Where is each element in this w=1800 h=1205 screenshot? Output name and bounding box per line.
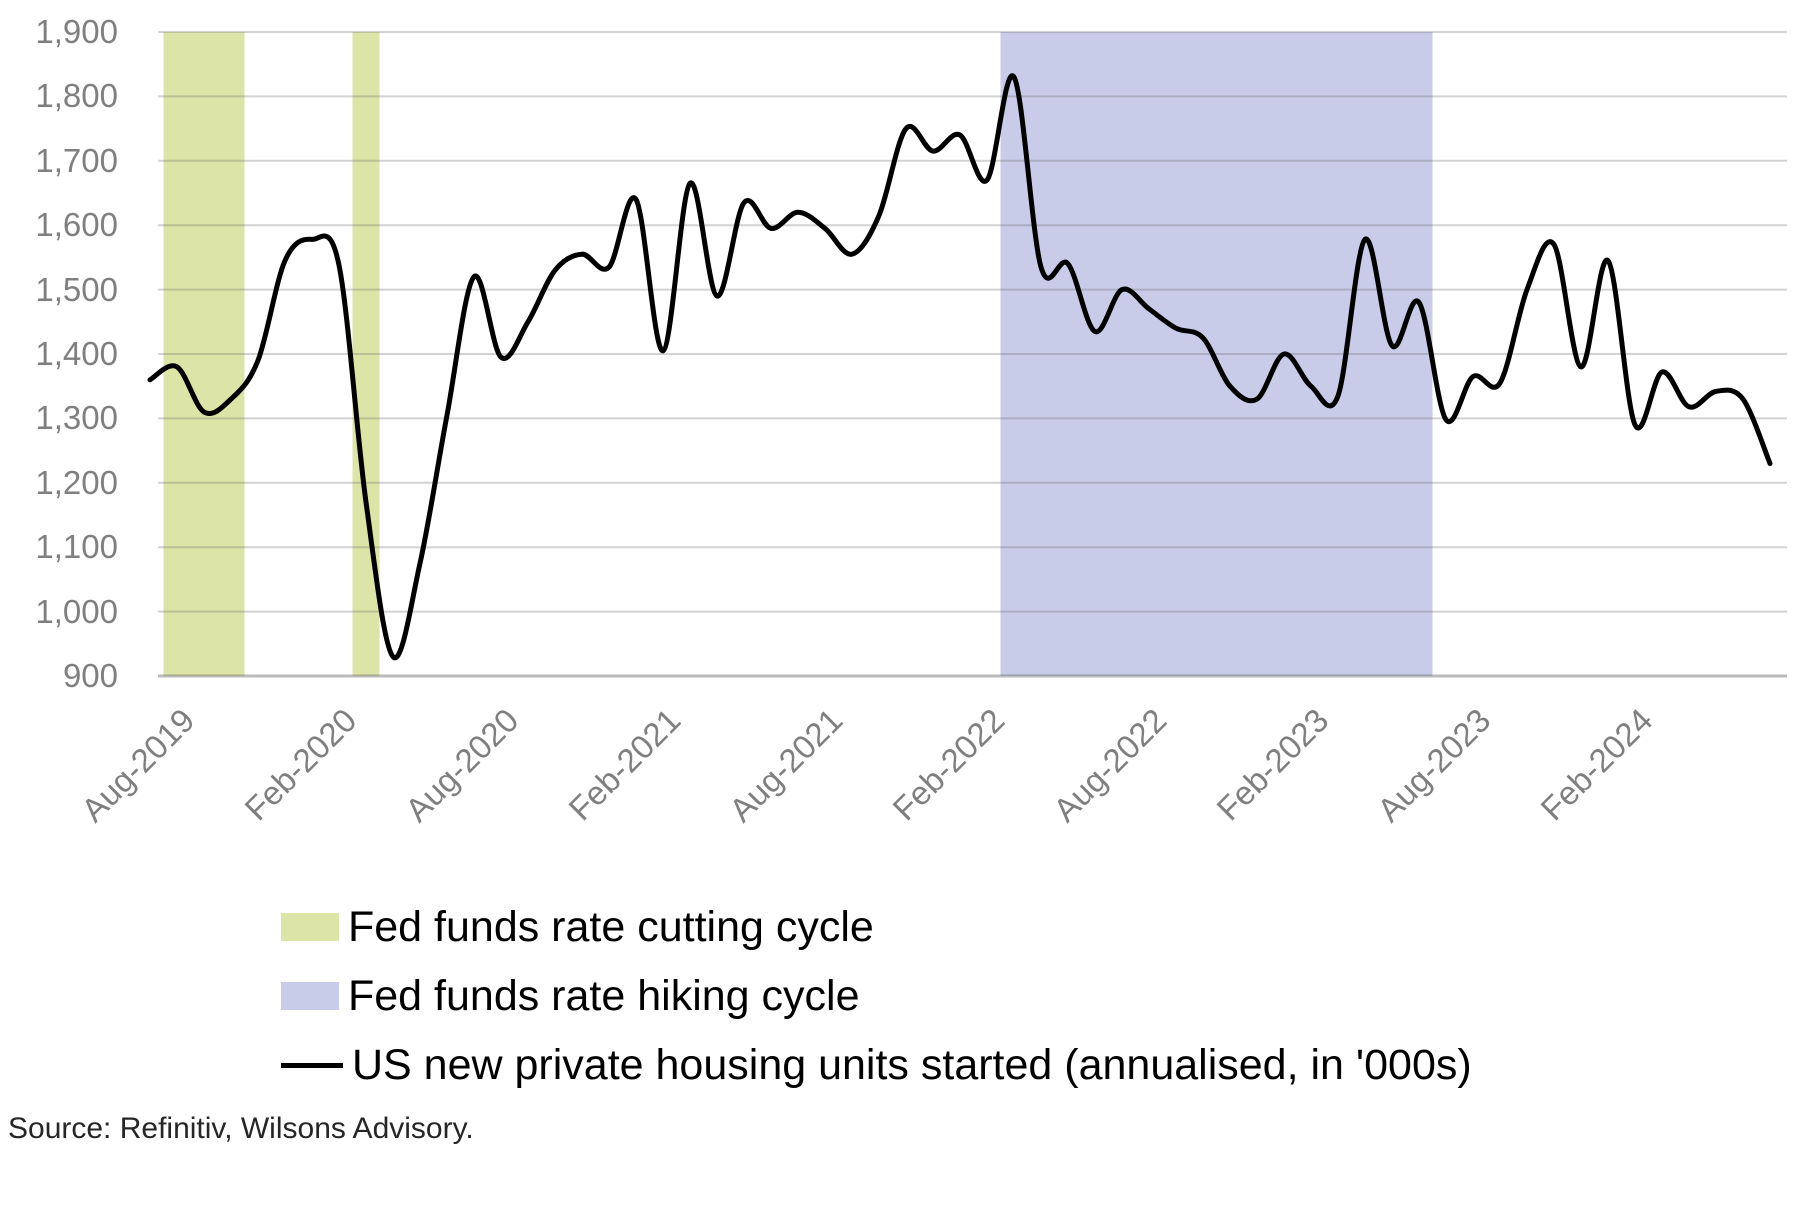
fed-cutting-cycle-2019-band — [163, 32, 245, 676]
y-axis-tick-label: 1,100 — [35, 528, 118, 566]
y-axis-tick-label: 1,000 — [35, 592, 118, 630]
y-axis-tick-label: 1,500 — [35, 270, 118, 308]
legend: Fed funds rate cutting cycle Fed funds r… — [281, 896, 1472, 1096]
y-axis-tick-label: 1,300 — [35, 399, 118, 437]
legend-item-housing-series: US new private housing units started (an… — [281, 1034, 1472, 1096]
y-axis-tick-label: 1,200 — [35, 463, 118, 501]
cutting-cycle-swatch — [281, 913, 339, 941]
y-axis-tick-label: 1,800 — [35, 77, 118, 115]
legend-item-cutting-cycle: Fed funds rate cutting cycle — [281, 896, 1472, 958]
y-axis-tick-label: 1,400 — [35, 335, 118, 372]
housing-starts-line — [147, 73, 1773, 661]
fed-hiking-cycle-band — [1000, 32, 1433, 676]
y-axis-tick-label: 1,600 — [35, 206, 118, 244]
y-axis-tick-label: 1,700 — [35, 141, 118, 179]
legend-label-hiking-cycle: Fed funds rate hiking cycle — [348, 971, 860, 1020]
y-axis-tick-label: 900 — [62, 657, 118, 694]
line-series-swatch — [281, 1062, 343, 1068]
legend-label-housing-series: US new private housing units started (an… — [352, 1040, 1472, 1089]
y-axis-tick-label: 1,900 — [35, 13, 118, 50]
hiking-cycle-swatch — [281, 982, 339, 1010]
source-note: Source: Refinitiv, Wilsons Advisory. — [8, 1112, 474, 1145]
legend-item-hiking-cycle: Fed funds rate hiking cycle — [281, 965, 1472, 1027]
legend-label-cutting-cycle: Fed funds rate cutting cycle — [348, 902, 874, 951]
